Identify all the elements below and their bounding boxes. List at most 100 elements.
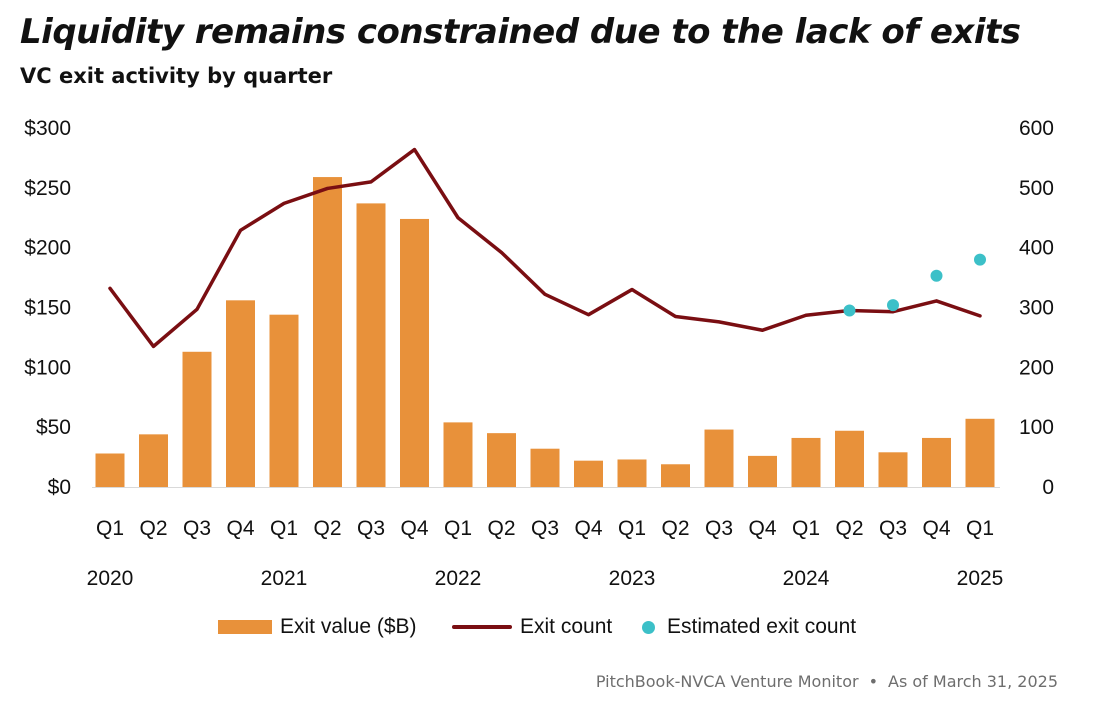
- bar-exit-value-16: [791, 437, 821, 487]
- chart-title: Liquidity remains constrained due to the…: [20, 12, 1021, 52]
- bar-exit-value-8: [443, 422, 473, 487]
- x-axis-quarter-label: Q1: [270, 517, 298, 540]
- x-axis-year-label: 2024: [783, 567, 830, 590]
- left-axis-ticks: $0 $50 $100 $150 $200 $250 $300: [24, 117, 71, 499]
- x-axis-quarter-label: Q1: [618, 517, 646, 540]
- left-axis-tick-label: $250: [24, 177, 71, 200]
- x-axis-quarter-label: Q1: [966, 517, 994, 540]
- line-point-exit-count-15: [761, 328, 764, 332]
- x-axis-quarter-label: Q2: [487, 517, 515, 540]
- scatter-series: [843, 253, 986, 317]
- legend: Exit value ($B) Exit count Estimated exi…: [0, 615, 1094, 645]
- line-point-exit-count-7: [413, 148, 416, 152]
- x-axis-quarter-label: Q3: [705, 517, 733, 540]
- legend-label-estimated-exit-count: Estimated exit count: [667, 615, 857, 638]
- left-axis-tick-label: $300: [24, 117, 71, 140]
- left-axis-tick-label: $0: [48, 476, 71, 499]
- dot-estimated-exit-count-2: [930, 269, 943, 282]
- right-axis-tick-label: 0: [1042, 476, 1054, 499]
- legend-dot-swatch: [642, 620, 655, 634]
- x-axis-quarter-label: Q1: [444, 517, 472, 540]
- x-axis-quarter-label: Q2: [139, 517, 167, 540]
- x-axis-year-label: 2025: [957, 567, 1004, 590]
- line-point-exit-count-5: [326, 186, 329, 190]
- line-point-exit-count-0: [108, 286, 112, 290]
- x-axis-quarter-label: Q1: [96, 517, 124, 540]
- bar-exit-value-4: [269, 314, 299, 487]
- line-point-exit-count-4: [282, 201, 286, 205]
- bar-exit-value-6: [356, 203, 386, 487]
- line-point-exit-count-1: [152, 344, 155, 348]
- legend-line-swatch: [452, 625, 512, 629]
- x-axis-year-label: 2021: [261, 567, 308, 590]
- dot-estimated-exit-count-0: [843, 304, 856, 317]
- line-point-exit-count-3: [239, 228, 242, 232]
- x-axis-quarter-label: Q2: [835, 517, 863, 540]
- bar-exit-value-17: [835, 430, 864, 487]
- x-axis-quarter-label: Q4: [922, 517, 950, 540]
- legend-item-estimated-exit-count: Estimated exit count: [642, 615, 856, 639]
- bar-exit-value-15: [748, 455, 777, 487]
- bar-exit-value-12: [617, 459, 647, 487]
- line-point-exit-count-9: [500, 250, 503, 254]
- dot-estimated-exit-count-1: [887, 299, 899, 312]
- left-axis-tick-label: $100: [24, 356, 71, 379]
- bar-exit-value-14: [704, 429, 734, 487]
- x-axis-quarter-label: Q4: [226, 517, 254, 540]
- line-point-exit-count-19: [935, 299, 938, 303]
- bar-exit-value-9: [487, 433, 516, 487]
- bar-exit-value-5: [313, 177, 342, 487]
- line-point-exit-count-12: [630, 288, 634, 292]
- bar-exit-value-7: [400, 218, 429, 488]
- x-axis-quarter-label: Q3: [879, 517, 907, 540]
- bar-exit-value-0: [95, 453, 125, 487]
- x-axis-quarter-label: Q4: [748, 517, 776, 540]
- right-axis-ticks: 0 100 200 300 400 500 600: [1019, 117, 1054, 499]
- legend-item-exit-value: Exit value ($B): [218, 615, 417, 639]
- x-axis-quarter-label: Q3: [183, 517, 211, 540]
- line-point-exit-count-16: [804, 313, 808, 317]
- x-axis-quarter-label: Q4: [574, 517, 602, 540]
- right-axis-tick-label: 500: [1019, 177, 1054, 200]
- x-axis-quarter-labels: Q1 Q2 Q3 Q4 Q1 Q2 Q3 Q4 Q1 Q2 Q3 Q4 Q1 Q2 Q3 Q4 Q1 Q2 Q3 Q4…: [96, 517, 994, 540]
- legend-bar-swatch: [218, 620, 272, 634]
- bar-exit-value-10: [530, 448, 560, 487]
- line-point-exit-count-14: [717, 320, 721, 324]
- bar-exit-value-18: [878, 452, 908, 487]
- x-axis-year-label: 2022: [435, 567, 482, 590]
- x-axis-quarter-label: Q3: [357, 517, 385, 540]
- line-point-exit-count-13: [674, 314, 677, 318]
- x-axis-year-labels: 2020 2021 2022 2023 2024 2025: [87, 567, 1004, 590]
- left-axis-tick-label: $200: [24, 237, 71, 260]
- x-axis-quarter-label: Q1: [792, 517, 820, 540]
- left-axis-tick-label: $150: [24, 297, 71, 320]
- x-axis-quarter-label: Q2: [661, 517, 689, 540]
- legend-item-exit-count: Exit count: [452, 615, 612, 639]
- line-point-exit-count-2: [195, 307, 199, 311]
- bar-exit-value-3: [226, 300, 255, 487]
- x-axis-year-label: 2020: [87, 567, 134, 590]
- legend-label-exit-value: Exit value ($B): [280, 615, 417, 638]
- x-axis-quarter-label: Q4: [400, 517, 428, 540]
- line-point-exit-count-8: [456, 216, 460, 220]
- bar-exit-value-2: [182, 351, 212, 487]
- source-note: PitchBook-NVCA Venture Monitor • As of Mar…: [596, 672, 1058, 691]
- as-of-date: As of March 31, 2025: [888, 672, 1058, 691]
- source-separator: •: [868, 672, 879, 691]
- bar-series: [95, 177, 995, 488]
- bar-exit-value-1: [139, 434, 168, 487]
- exit-activity-chart: $0 $50 $100 $150 $200 $250 $300 0 100 200 300 400 5…: [24, 117, 1054, 590]
- line-point-exit-count-11: [587, 313, 590, 317]
- x-axis-quarter-label: Q3: [531, 517, 559, 540]
- right-axis-tick-label: 200: [1019, 356, 1054, 379]
- x-axis-quarter-label: Q2: [313, 517, 341, 540]
- right-axis-tick-label: 400: [1019, 237, 1054, 260]
- bar-exit-value-13: [661, 464, 690, 487]
- right-axis-tick-label: 300: [1019, 297, 1054, 320]
- bar-exit-value-20: [965, 418, 995, 487]
- right-axis-tick-label: 100: [1019, 416, 1054, 439]
- bar-exit-value-11: [574, 460, 603, 487]
- source-name: PitchBook-NVCA Venture Monitor: [595, 672, 859, 691]
- bar-exit-value-19: [922, 437, 951, 487]
- line-point-exit-count-20: [978, 314, 982, 318]
